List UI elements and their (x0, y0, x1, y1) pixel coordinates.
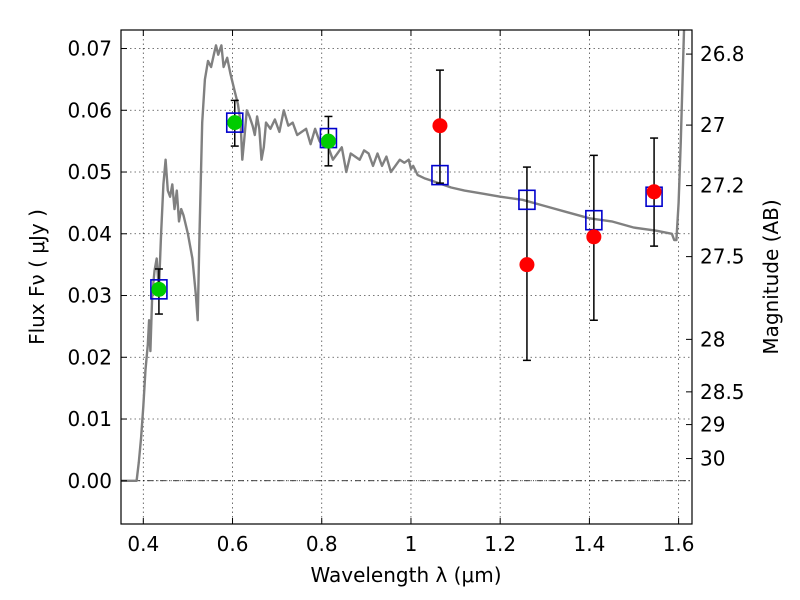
x-axis-title: Wavelength λ (μm) (310, 563, 501, 587)
y2-tick-label: 27.2 (700, 174, 745, 198)
x-tick-label: 0.8 (306, 532, 338, 556)
model-spectrum-line (121, 30, 686, 482)
model-point-square (225, 112, 244, 133)
y-tick-label: 0.06 (67, 98, 112, 122)
observed-point-green (320, 133, 336, 149)
y-tick-label: 0.02 (67, 345, 112, 369)
observed-point-green (227, 115, 243, 131)
plot-frame (120, 29, 693, 525)
y-tick-label: 0.03 (67, 284, 112, 308)
y2-tick-label: 27 (700, 113, 725, 137)
x-tick-label: 1.2 (484, 532, 516, 556)
x-tick-label: 0.6 (217, 532, 249, 556)
axis-ticks: 0.4 0.6 0.8 1 1.2 1.4 1.6 0.00 0.01 0.02 0.03 0.04 0… (67, 30, 745, 556)
y2-tick-label: 26.8 (700, 42, 745, 66)
y-axis-title: Flux Fν ( μJy ) (25, 209, 49, 345)
model-point-square (431, 164, 449, 186)
y2-tick-label: 30 (700, 447, 725, 471)
y2-tick-label: 28.5 (700, 380, 745, 404)
observed-point-red (586, 229, 602, 245)
y2-tick-label: 27.5 (700, 245, 745, 269)
x-tick-label: 1.6 (663, 532, 695, 556)
plot-area (121, 30, 686, 482)
y-tick-label: 0.05 (67, 160, 112, 184)
observed-point-green (151, 281, 167, 297)
observed-point-red (519, 257, 535, 273)
x-tick-label: 1 (405, 532, 418, 556)
x-tick-label: 1.4 (573, 532, 605, 556)
y-tick-label: 0.01 (67, 407, 112, 431)
grid (121, 30, 692, 524)
y-tick-label: 0.04 (67, 222, 112, 246)
x-tick-label: 0.4 (127, 532, 159, 556)
y-tick-label: 0.00 (67, 469, 112, 493)
y2-tick-label: 29 (700, 413, 725, 437)
model-point-square (150, 279, 168, 300)
y-tick-label: 0.07 (67, 37, 112, 61)
model-point-square (518, 189, 536, 211)
observed-point-red (646, 184, 662, 200)
observed-point-red (432, 118, 448, 134)
y2-axis-title: Magnitude (AB) (759, 199, 783, 354)
y2-tick-label: 28 (700, 327, 725, 351)
